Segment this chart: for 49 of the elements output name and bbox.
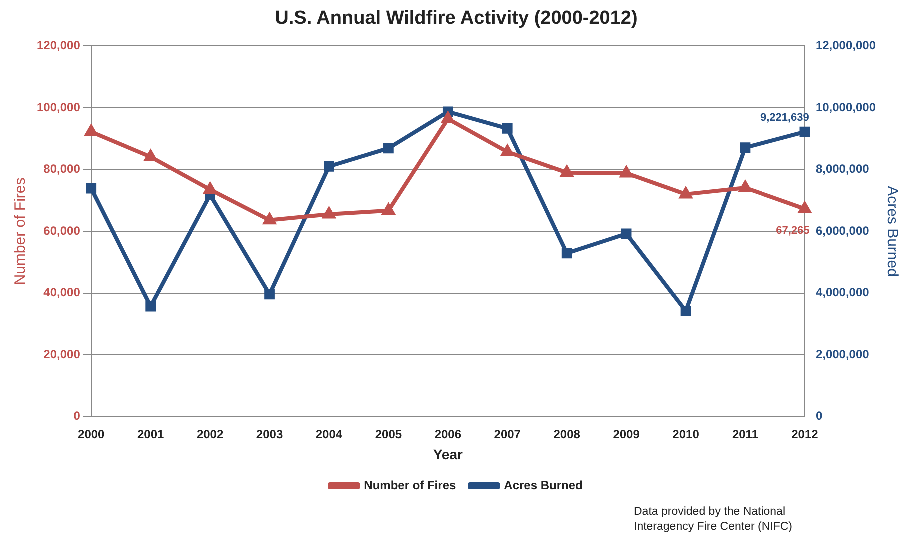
y-tick-label: 80,000 [44,162,81,176]
y2-tick-label: 4,000,000 [816,286,870,300]
data-label: 9,221,639 [760,112,810,124]
x-tick-label: 2000 [78,427,106,442]
text: Data provided by the National Interagency Fire Center (NIFC) [634,505,792,535]
point [800,126,810,138]
point [740,181,752,192]
point [680,306,692,316]
y2-axis-title: Acres Burned [884,186,901,277]
y-tick-label: 20,000 [44,347,81,362]
y-tick-label: 60,000 [44,224,81,238]
x-tick-label: 2001 [137,427,165,442]
point [86,183,97,194]
y-tick-label: 40,000 [44,286,81,300]
y-tick-label: 120,000 [36,38,81,53]
x-tick-label: 2011 [732,427,759,442]
y2-tick-label: 10,000,000 [816,100,876,114]
x-tick-label: 2007 [494,427,522,442]
x-tick-label: 2004 [316,427,343,442]
x-tick-label: 2009 [613,427,640,442]
x-tick-label: 2008 [554,427,581,442]
x-tick-label: 2003 [256,427,284,442]
chart-title: U.S. Annual Wildfire Activity (2000-2012) [274,8,639,30]
point [621,228,632,240]
point [620,166,632,178]
point [740,142,751,153]
y2-tick-label: 2,000,000 [816,347,870,362]
x-tick-label: 2010 [672,427,700,442]
point [502,123,513,134]
point [324,161,334,172]
point [680,188,692,199]
x-tick-label: 2012 [792,427,819,442]
y2-tick-label: 8,000,000 [816,162,870,176]
y2-tick-label: 0 [816,409,823,424]
point [384,143,394,154]
y2-tick-label: 12,000,000 [816,38,876,53]
point [562,248,572,259]
y-axis-title: Number of Fires [12,178,30,286]
x-tick-label: 2006 [434,427,462,442]
legend-label: Number of Fires [364,478,456,492]
x-tick-label: 2005 [375,427,402,442]
y-tick-label: 0 [74,409,81,424]
x-tick-label: 2002 [196,427,224,442]
point [264,289,275,300]
x-axis-title: Year [433,446,464,462]
y2-tick-label: 6,000,000 [816,224,870,238]
point [146,301,156,312]
legend-label: Acres Burned [504,478,583,492]
y-tick-label: 100,000 [36,100,81,114]
